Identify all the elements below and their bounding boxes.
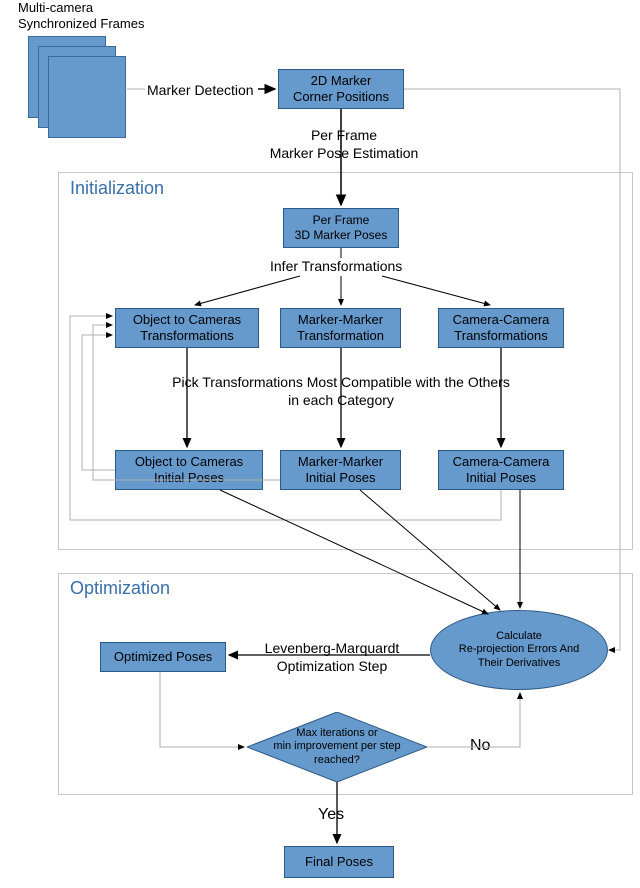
node-obj2cam: Object to Cameras Transformations	[115, 308, 259, 348]
node-cc-init: Camera-Camera Initial Poses	[438, 450, 564, 490]
node-calc-ellipse: Calculate Re-projection Errors And Their…	[430, 610, 608, 690]
lm-label: Levenberg-Marquardt Optimization Step	[244, 640, 420, 675]
opt-title: Optimization	[70, 578, 170, 599]
diamond-text: Max iterations or min improvement per st…	[247, 712, 427, 782]
no-label: No	[470, 736, 490, 756]
node-obj2cam-init: Object to Cameras Initial Poses	[115, 450, 263, 490]
node-cc: Camera-Camera Transformations	[438, 308, 564, 348]
pick-label: Pick Transformations Most Compatible wit…	[137, 374, 545, 409]
node-3d-poses: Per Frame 3D Marker Poses	[283, 208, 399, 248]
node-mm-init: Marker-Marker Initial Poses	[280, 450, 401, 490]
marker-detection-label: Marker Detection	[147, 82, 254, 100]
multicam-label: Multi-camera Synchronized Frames	[18, 0, 158, 33]
infer-label: Infer Transformations	[270, 258, 402, 276]
multicam-text: Multi-camera Synchronized Frames	[18, 0, 144, 31]
init-title: Initialization	[70, 178, 164, 199]
frame-front	[48, 56, 126, 138]
node-final: Final Poses	[284, 846, 394, 878]
per-frame-est-label: Per Frame Marker Pose Estimation	[254, 127, 434, 162]
node-mm: Marker-Marker Transformation	[280, 308, 401, 348]
node-optimized: Optimized Poses	[100, 642, 226, 672]
node-diamond: Max iterations or min improvement per st…	[247, 712, 427, 782]
node-2d-marker: 2D Marker Corner Positions	[278, 69, 404, 109]
yes-label: Yes	[318, 805, 344, 825]
frame-stack	[28, 36, 128, 136]
